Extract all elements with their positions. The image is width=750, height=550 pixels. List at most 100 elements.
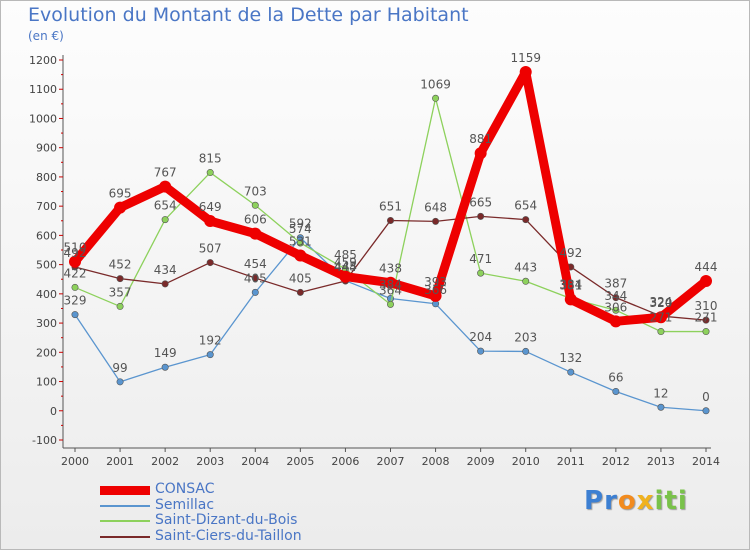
- chart-title: Evolution du Montant de la Dette par Hab…: [28, 4, 469, 26]
- data-point: [477, 347, 485, 355]
- x-tick-label: 2003: [196, 455, 224, 468]
- x-tick-label: 2002: [151, 455, 179, 468]
- data-point: [249, 227, 262, 240]
- y-tick-label: 500: [36, 259, 57, 272]
- legend-swatch: [100, 520, 150, 522]
- data-label: 507: [199, 242, 222, 256]
- data-label: 357: [109, 285, 132, 299]
- y-tick-label: 0: [50, 405, 57, 418]
- data-point: [519, 65, 532, 78]
- x-tick-label: 2010: [512, 455, 540, 468]
- data-label: 344: [604, 289, 627, 303]
- data-point: [296, 239, 304, 247]
- legend-swatch: [100, 535, 150, 538]
- data-label: 405: [244, 271, 267, 285]
- legend-label: Saint-Ciers-du-Taillon: [155, 527, 302, 544]
- data-point: [609, 315, 622, 328]
- data-point: [702, 407, 710, 415]
- data-label: 310: [695, 299, 718, 313]
- data-label: 0: [702, 390, 710, 404]
- data-point: [386, 216, 394, 224]
- y-tick-label: 700: [36, 200, 57, 213]
- data-label: 204: [469, 330, 492, 344]
- data-label: 444: [695, 260, 718, 274]
- data-point: [567, 368, 575, 376]
- data-point: [161, 216, 169, 224]
- data-label: 132: [559, 351, 582, 365]
- data-label: 438: [379, 262, 402, 276]
- data-label: 445: [334, 260, 357, 274]
- data-label: 405: [289, 271, 312, 285]
- data-label: 393: [424, 275, 447, 289]
- data-point: [564, 293, 577, 306]
- y-tick-label: 600: [36, 229, 57, 242]
- data-label: 1069: [420, 77, 451, 91]
- data-point: [612, 306, 620, 314]
- data-label: 703: [244, 184, 267, 198]
- legend-label: Saint-Dizant-du-Bois: [155, 512, 298, 528]
- data-point: [159, 180, 172, 193]
- data-point: [522, 347, 530, 355]
- data-point: [251, 274, 259, 282]
- data-point: [657, 328, 665, 336]
- data-label: 454: [244, 257, 267, 271]
- x-tick-label: 2008: [422, 455, 450, 468]
- data-point: [477, 269, 485, 277]
- data-point: [251, 288, 259, 296]
- data-point: [204, 215, 217, 228]
- data-point: [69, 255, 81, 268]
- x-tick-label: 2000: [61, 455, 89, 468]
- data-label: 492: [64, 246, 87, 260]
- data-point: [294, 249, 307, 262]
- legend-label: Semillac: [155, 496, 215, 513]
- data-label: 203: [514, 330, 537, 344]
- data-point: [612, 294, 620, 302]
- data-point: [477, 212, 485, 220]
- data-label: 531: [289, 235, 312, 249]
- data-label: 364: [379, 283, 402, 297]
- data-label: 384: [559, 278, 582, 292]
- y-tick-label: 300: [36, 317, 57, 330]
- x-tick-label: 2009: [467, 455, 495, 468]
- data-label: 149: [154, 346, 177, 360]
- data-point: [384, 276, 397, 289]
- data-point: [116, 302, 124, 310]
- data-label: 665: [469, 195, 492, 209]
- x-tick-label: 2013: [647, 455, 675, 468]
- data-label: 654: [514, 199, 537, 213]
- y-tick-label: 400: [36, 288, 57, 301]
- data-point: [702, 316, 710, 324]
- y-tick-label: 200: [36, 346, 57, 359]
- data-point: [432, 217, 440, 225]
- data-label: 695: [109, 187, 132, 201]
- data-point: [206, 351, 214, 359]
- data-point: [206, 169, 214, 177]
- data-point: [116, 275, 124, 283]
- data-label: 271: [695, 311, 718, 325]
- proxiti-logo: Proxiti: [584, 486, 688, 516]
- y-tick-label: 1000: [29, 112, 57, 125]
- x-tick-label: 2014: [692, 455, 720, 468]
- data-label: 324: [649, 295, 672, 309]
- data-label: 651: [379, 199, 402, 213]
- data-point: [161, 363, 169, 371]
- data-label: 815: [199, 152, 222, 166]
- legend-label: CONSAC: [155, 481, 215, 497]
- data-label: 452: [109, 258, 132, 272]
- data-point: [522, 216, 530, 224]
- y-tick-label: -100: [32, 434, 57, 447]
- data-label: 574: [289, 222, 312, 236]
- data-label: 99: [112, 361, 127, 375]
- data-point: [251, 201, 259, 209]
- data-point: [612, 387, 620, 395]
- data-label: 606: [244, 213, 267, 227]
- data-point: [116, 378, 124, 386]
- legend-swatch: [100, 504, 150, 507]
- data-point: [474, 147, 487, 160]
- data-point: [522, 277, 530, 285]
- data-label: 271: [649, 311, 672, 325]
- data-label: 422: [64, 266, 87, 280]
- data-point: [386, 300, 394, 308]
- data-label: 381: [559, 278, 582, 292]
